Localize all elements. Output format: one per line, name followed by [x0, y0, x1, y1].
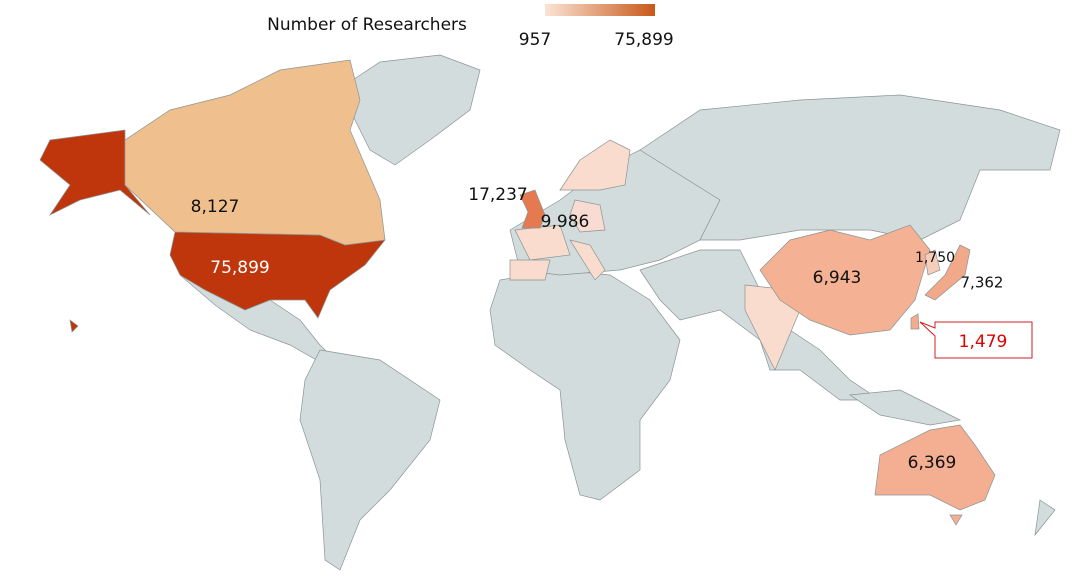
legend-title: Number of Researchers — [267, 15, 467, 35]
region — [910, 313, 920, 330]
value-label: 17,237 — [468, 185, 527, 205]
region — [124, 59, 386, 246]
value-label: 6,943 — [813, 268, 862, 288]
spain — [509, 259, 551, 281]
legend-label: 957 — [519, 30, 551, 50]
region — [569, 199, 606, 233]
indonesia — [848, 389, 962, 426]
region — [924, 249, 941, 276]
value-label: 9,986 — [541, 212, 590, 232]
base-map — [179, 54, 1061, 571]
region — [519, 189, 546, 229]
value-label: 75,899 — [210, 258, 269, 278]
region — [924, 244, 971, 301]
callout-box — [919, 321, 1033, 359]
russia — [639, 94, 1061, 241]
value-label: 8,127 — [191, 197, 240, 217]
value-label: 1,750 — [915, 250, 955, 266]
legend-label: 75,899 — [614, 30, 673, 50]
legend-gradient — [545, 4, 655, 16]
scandinavia — [559, 139, 631, 191]
france — [514, 224, 571, 261]
value-label: 1,479 — [959, 332, 1008, 352]
italy — [569, 239, 606, 281]
region — [874, 424, 996, 526]
greenland — [329, 54, 481, 166]
africa — [489, 269, 681, 501]
south-america — [299, 349, 441, 571]
value-label: 7,362 — [961, 274, 1004, 292]
region — [759, 224, 931, 336]
value-label: 6,369 — [908, 453, 957, 473]
new-zealand — [1034, 499, 1056, 537]
